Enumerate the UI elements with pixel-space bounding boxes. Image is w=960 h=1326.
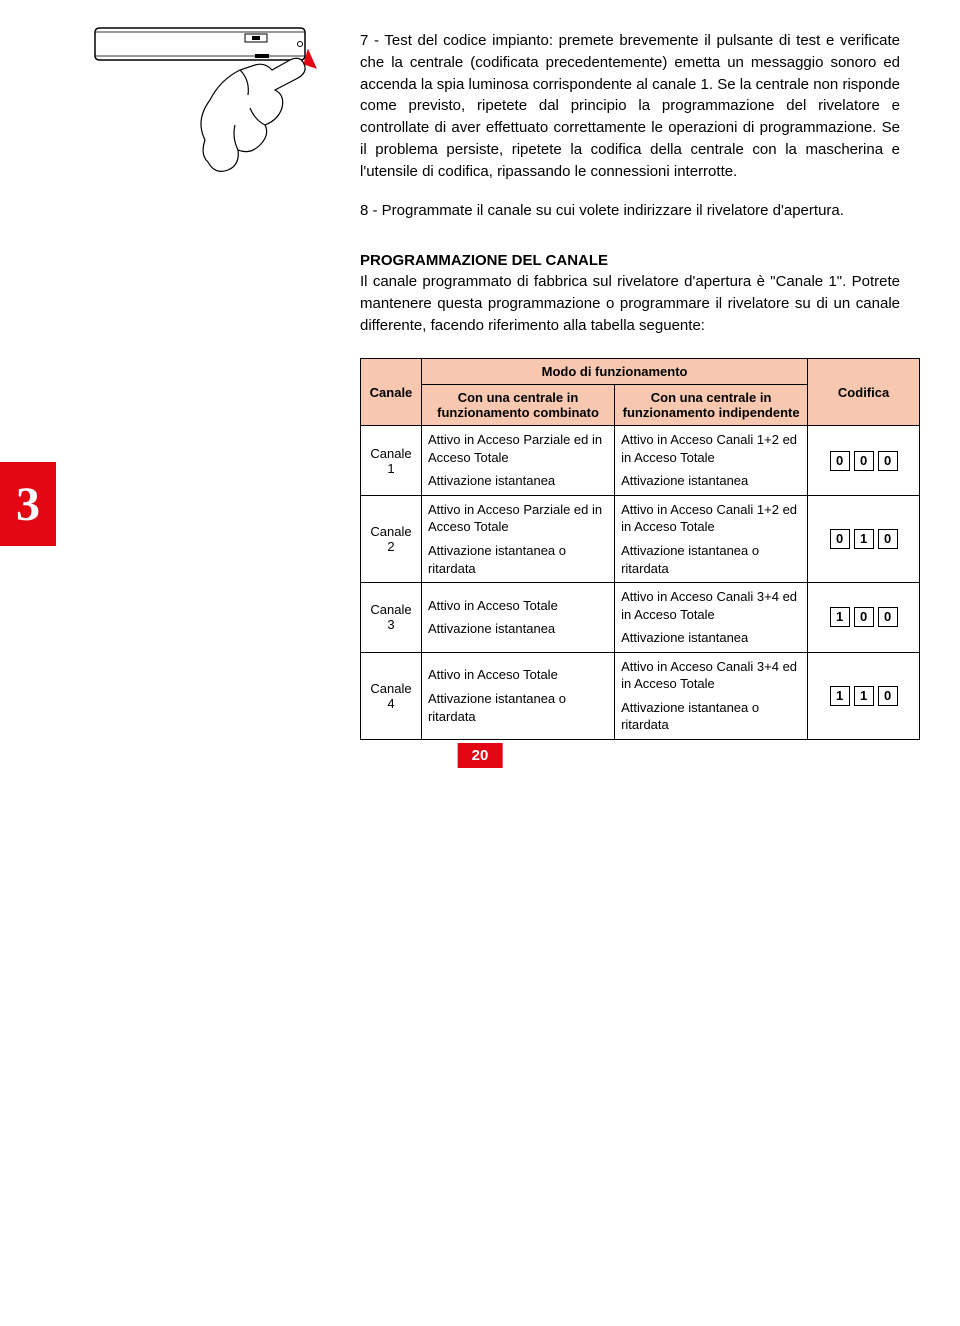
channel-table: Canale Modo di funzionamento Codifica Co… (360, 358, 920, 740)
section-number-badge: 3 (0, 462, 56, 546)
header-combinato: Con una centrale in funzionamento combin… (421, 385, 614, 426)
cell-text: Attivazione istantanea (621, 629, 801, 647)
cell-text: Attivazione istantanea o ritardata (621, 699, 801, 734)
cell-text: Attivo in Acceso Parziale ed in Acceso T… (428, 431, 608, 466)
cell-canale: Canale 2 (361, 495, 422, 582)
cell-combinato: Attivo in Acceso Totale Attivazione ista… (421, 652, 614, 739)
cell-canale: Canale 3 (361, 583, 422, 653)
cell-codifica: 100 (808, 583, 920, 653)
cell-text: Attivazione istantanea o ritardata (621, 542, 801, 577)
code-digit: 0 (854, 451, 874, 471)
cell-combinato: Attivo in Acceso Totale Attivazione ista… (421, 583, 614, 653)
header-indipendente: Con una centrale in funzionamento indipe… (615, 385, 808, 426)
cell-text: Attivo in Acceso Canali 1+2 ed in Acceso… (621, 431, 801, 466)
channel-table-wrap: Canale Modo di funzionamento Codifica Co… (360, 358, 900, 740)
cell-canale: Canale 4 (361, 652, 422, 739)
cell-codifica: 110 (808, 652, 920, 739)
cell-text: Attivazione istantanea (621, 472, 801, 490)
code-digit: 0 (878, 529, 898, 549)
code-digit: 0 (878, 451, 898, 471)
code-digit: 0 (854, 607, 874, 627)
code-digit: 1 (830, 607, 850, 627)
code-digit: 0 (830, 451, 850, 471)
code-digit: 1 (830, 686, 850, 706)
cell-combinato: Attivo in Acceso Parziale ed in Acceso T… (421, 426, 614, 496)
cell-text: Attivo in Acceso Canali 1+2 ed in Acceso… (621, 501, 801, 536)
paragraph-8: 8 - Programmate il canale su cui volete … (360, 200, 900, 222)
cell-indipendente: Attivo in Acceso Canali 3+4 ed in Acceso… (615, 583, 808, 653)
cell-text: Attivo in Acceso Totale (428, 666, 608, 684)
cell-text: Attivo in Acceso Canali 3+4 ed in Acceso… (621, 658, 801, 693)
code-digit: 1 (854, 686, 874, 706)
cell-canale: Canale 1 (361, 426, 422, 496)
table-header-row-1: Canale Modo di funzionamento Codifica (361, 359, 920, 385)
header-modo: Modo di funzionamento (421, 359, 807, 385)
programming-section: PROGRAMMAZIONE DEL CANALE Il canale prog… (360, 252, 900, 336)
cell-text: Attivo in Acceso Canali 3+4 ed in Acceso… (621, 588, 801, 623)
table-row: Canale 1 Attivo in Acceso Parziale ed in… (361, 426, 920, 496)
programming-body: Il canale programmato di fabbrica sul ri… (360, 271, 900, 336)
cell-text: Attivo in Acceso Totale (428, 597, 608, 615)
table-row: Canale 4 Attivo in Acceso Totale Attivaz… (361, 652, 920, 739)
cell-text: Attivazione istantanea (428, 472, 608, 490)
page-number: 20 (458, 743, 503, 768)
code-digit: 0 (878, 686, 898, 706)
code-digit: 1 (854, 529, 874, 549)
cell-text: Attivazione istantanea o ritardata (428, 542, 608, 577)
cell-combinato: Attivo in Acceso Parziale ed in Acceso T… (421, 495, 614, 582)
code-digit: 0 (878, 607, 898, 627)
illustration-svg (90, 20, 330, 200)
cell-codifica: 010 (808, 495, 920, 582)
cell-text: Attivazione istantanea o ritardata (428, 690, 608, 725)
cell-codifica: 000 (808, 426, 920, 496)
table-row: Canale 2 Attivo in Acceso Parziale ed in… (361, 495, 920, 582)
cell-text: Attivazione istantanea (428, 620, 608, 638)
cell-indipendente: Attivo in Acceso Canali 1+2 ed in Acceso… (615, 426, 808, 496)
header-canale: Canale (361, 359, 422, 426)
cell-indipendente: Attivo in Acceso Canali 1+2 ed in Acceso… (615, 495, 808, 582)
table-row: Canale 3 Attivo in Acceso Totale Attivaz… (361, 583, 920, 653)
code-digit: 0 (830, 529, 850, 549)
programming-title: PROGRAMMAZIONE DEL CANALE (360, 252, 900, 269)
header-codifica: Codifica (808, 359, 920, 426)
cell-text: Attivo in Acceso Parziale ed in Acceso T… (428, 501, 608, 536)
paragraph-7: 7 - Test del codice impianto: premete br… (360, 30, 900, 182)
cell-indipendente: Attivo in Acceso Canali 3+4 ed in Acceso… (615, 652, 808, 739)
device-hand-illustration (90, 20, 330, 200)
